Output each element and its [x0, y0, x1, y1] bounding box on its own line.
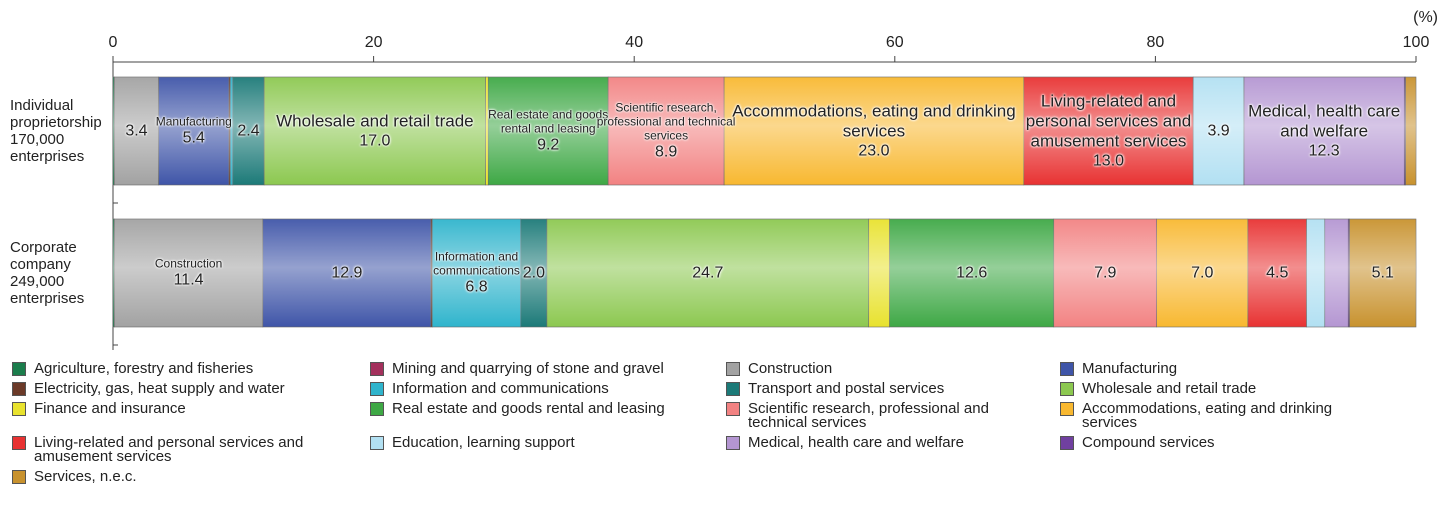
- bar-segment: [487, 76, 609, 186]
- legend-item: Mining and quarrying of stone and gravel: [370, 360, 726, 377]
- bar-segment: [232, 76, 265, 186]
- legend-label: Information and communications: [392, 380, 609, 397]
- legend-swatch: [12, 402, 26, 416]
- legend-swatch: [1060, 362, 1074, 376]
- bar-segment: [114, 76, 159, 186]
- legend-label: Medical, health care and welfare: [748, 434, 964, 451]
- legend-label: Services, n.e.c.: [34, 468, 137, 485]
- legend-swatch: [370, 362, 384, 376]
- legend-label: Living-related and personal services and…: [34, 434, 304, 465]
- bar-segment: [1192, 76, 1245, 186]
- legend-item: Living-related and personal services and…: [12, 434, 370, 465]
- legend-label: Manufacturing: [1082, 360, 1178, 377]
- legend-label: Finance and insurance: [34, 400, 186, 417]
- bar-segment: [1053, 218, 1158, 328]
- legend-label: Mining and quarrying of stone and gravel: [392, 360, 664, 377]
- bar-segment: [1156, 218, 1249, 328]
- legend-item: Wholesale and retail trade: [1060, 380, 1440, 397]
- bar-segment: [485, 76, 489, 186]
- category-label: Corporate company 249,000 enterprises: [10, 239, 85, 307]
- legend-item: Accommodations, eating and drinking serv…: [1060, 400, 1440, 431]
- bar-segment: [1405, 76, 1417, 186]
- legend-item: Agriculture, forestry and fisheries: [12, 360, 370, 377]
- legend-swatch: [370, 382, 384, 396]
- legend-item: Finance and insurance: [12, 400, 370, 430]
- bar-segment: [262, 218, 432, 328]
- bar-segment: [1349, 218, 1417, 328]
- legend-item: Education, learning support: [370, 434, 726, 464]
- bar-segment: [1023, 76, 1194, 186]
- chart: (%) 0 20 40 60 80 100: [109, 9, 1438, 350]
- legend-item: Electricity, gas, heat supply and water: [12, 380, 370, 397]
- legend-swatch: [1060, 402, 1074, 416]
- bar-segment: [868, 218, 890, 328]
- category-label: Individual proprietorship 170,000 enterp…: [10, 97, 102, 165]
- x-tick-label: 100: [1403, 34, 1430, 51]
- x-tick-label: 0: [109, 34, 118, 51]
- x-tick-label: 80: [1147, 34, 1165, 51]
- legend-item: Information and communications: [370, 380, 726, 397]
- legend-label: Scientific research, professional and te…: [748, 400, 989, 431]
- bar-segment: [1306, 218, 1326, 328]
- legend-item: Services, n.e.c.: [12, 468, 370, 485]
- legend-item: Real estate and goods rental and leasing: [370, 400, 726, 430]
- bar-segment: [889, 218, 1055, 328]
- x-tick-label: 40: [625, 34, 643, 51]
- unit-label: (%): [1413, 9, 1438, 26]
- x-tick-label: 20: [365, 34, 383, 51]
- legend-label: Wholesale and retail trade: [1082, 380, 1257, 397]
- legend-swatch: [726, 362, 740, 376]
- bar-segment: [229, 76, 234, 186]
- legend-label: Agriculture, forestry and fisheries: [34, 360, 254, 377]
- legend-item: Medical, health care and welfare: [726, 434, 1060, 464]
- legend-swatch: [1060, 382, 1074, 396]
- x-tick-label: 60: [886, 34, 904, 51]
- bar-segment: [158, 76, 230, 186]
- legend-item: Transport and postal services: [726, 380, 1060, 397]
- legend-label: Construction: [748, 360, 833, 377]
- legend-item: Compound services: [1060, 434, 1440, 464]
- bar-segment: [431, 218, 522, 328]
- legend-label: Accommodations, eating and drinking serv…: [1082, 400, 1333, 431]
- legend-swatch: [370, 402, 384, 416]
- bar-segment: [114, 218, 264, 328]
- legend-label: Electricity, gas, heat supply and water: [34, 380, 285, 397]
- bar-segment: [1247, 218, 1307, 328]
- legend-label: Education, learning support: [392, 434, 575, 451]
- legend-item: Scientific research, professional and te…: [726, 400, 1060, 431]
- legend-swatch: [1060, 436, 1074, 450]
- bar-segment: [723, 76, 1025, 186]
- legend-swatch: [370, 436, 384, 450]
- legend-label: Compound services: [1082, 434, 1215, 451]
- legend: Agriculture, forestry and fisheries Minin…: [12, 360, 1440, 485]
- legend-swatch: [726, 402, 740, 416]
- bar-segment: [1324, 218, 1349, 328]
- legend-item: Construction: [726, 360, 1060, 377]
- legend-swatch: [12, 382, 26, 396]
- legend-item: Manufacturing: [1060, 360, 1440, 377]
- bar-segment: [607, 76, 725, 186]
- legend-swatch: [12, 470, 26, 484]
- bar-segment: [520, 218, 548, 328]
- legend-swatch: [12, 436, 26, 450]
- legend-label: Real estate and goods rental and leasing: [392, 400, 665, 417]
- bar-segment: [1243, 76, 1405, 186]
- legend-swatch: [726, 436, 740, 450]
- legend-swatch: [726, 382, 740, 396]
- legend-swatch: [12, 362, 26, 376]
- bar-segment: [263, 76, 486, 186]
- bar-segment: [546, 218, 870, 328]
- legend-label: Transport and postal services: [748, 380, 945, 397]
